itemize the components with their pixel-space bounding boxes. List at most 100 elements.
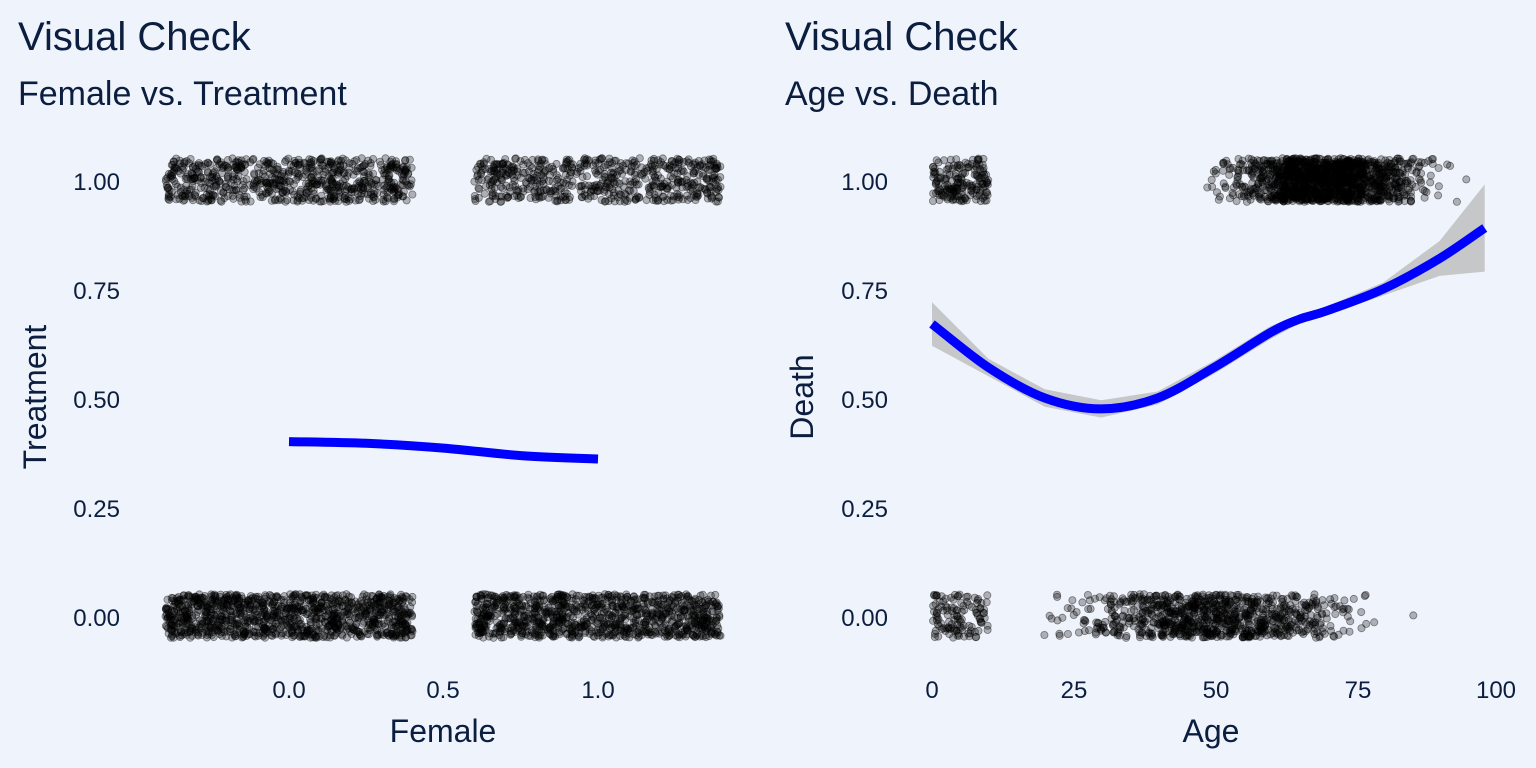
data-point — [1426, 178, 1435, 187]
data-point — [352, 632, 361, 641]
data-point — [197, 178, 206, 187]
data-point — [388, 606, 397, 615]
data-point — [932, 156, 941, 165]
data-point — [190, 174, 199, 183]
data-point — [345, 159, 354, 168]
data-point — [355, 177, 364, 186]
data-point — [219, 188, 228, 197]
data-point — [390, 194, 399, 203]
data-point — [179, 163, 188, 172]
data-point — [228, 191, 237, 200]
data-point — [176, 187, 185, 196]
data-point — [662, 630, 671, 639]
data-point — [399, 172, 408, 181]
data-point — [252, 184, 261, 193]
data-point — [197, 197, 206, 206]
data-point — [640, 167, 649, 176]
data-point — [1402, 191, 1411, 200]
data-point — [312, 613, 321, 622]
data-point — [348, 159, 357, 168]
data-point — [269, 159, 278, 168]
data-point — [240, 184, 249, 193]
data-point — [373, 188, 382, 197]
data-point — [263, 178, 272, 187]
data-point — [216, 196, 225, 205]
data-point — [393, 190, 402, 199]
data-point — [682, 157, 691, 166]
data-point — [164, 194, 173, 203]
data-point — [249, 617, 258, 626]
data-point — [367, 190, 376, 199]
data-point — [287, 620, 296, 629]
data-point — [309, 189, 318, 198]
data-point — [268, 621, 277, 630]
data-point — [933, 176, 942, 185]
data-point — [195, 196, 204, 205]
data-point — [341, 174, 350, 183]
data-point — [535, 625, 544, 634]
data-point — [231, 158, 240, 167]
x-tick-label: 1.0 — [581, 677, 614, 704]
data-point — [359, 183, 368, 192]
data-point — [234, 156, 243, 165]
data-point — [1222, 156, 1231, 165]
data-point — [948, 189, 957, 198]
data-point — [934, 187, 943, 196]
data-point — [337, 165, 346, 174]
data-point — [619, 182, 628, 191]
data-point — [196, 174, 205, 183]
data-point — [357, 182, 366, 191]
data-point — [321, 625, 330, 634]
data-point — [164, 183, 173, 192]
data-point — [929, 168, 938, 177]
data-point — [382, 169, 391, 178]
data-point — [559, 163, 568, 172]
data-point — [661, 620, 670, 629]
data-point — [929, 196, 938, 205]
data-point — [315, 155, 324, 164]
data-point — [239, 632, 248, 641]
data-point — [387, 161, 396, 170]
data-point — [317, 178, 326, 187]
data-point — [517, 631, 526, 640]
data-point — [273, 170, 282, 179]
data-point — [347, 184, 356, 193]
data-point — [562, 157, 571, 166]
data-point — [233, 165, 242, 174]
data-point — [161, 177, 170, 186]
data-point — [593, 616, 602, 625]
data-point — [319, 197, 328, 206]
data-point — [591, 183, 600, 192]
data-point — [231, 163, 240, 172]
data-point — [336, 179, 345, 188]
data-point — [474, 184, 483, 193]
data-point — [209, 168, 218, 177]
data-point — [201, 177, 210, 186]
data-point — [344, 168, 353, 177]
data-point — [561, 160, 570, 169]
data-point — [399, 162, 408, 171]
data-point — [204, 192, 213, 201]
data-point — [307, 179, 316, 188]
data-point — [497, 197, 506, 206]
data-point — [192, 168, 201, 177]
data-point — [328, 161, 337, 170]
data-point — [1379, 165, 1388, 174]
data-point — [258, 193, 267, 202]
data-point — [176, 183, 185, 192]
data-point — [261, 178, 270, 187]
data-point — [650, 598, 659, 607]
data-point — [278, 188, 287, 197]
data-point — [321, 167, 330, 176]
data-point — [296, 187, 305, 196]
data-point — [716, 173, 725, 182]
data-point — [286, 161, 295, 170]
data-point — [559, 178, 568, 187]
data-point — [237, 163, 246, 172]
data-point — [185, 185, 194, 194]
data-point — [643, 166, 652, 175]
data-point — [387, 178, 396, 187]
data-point — [207, 195, 216, 204]
data-point — [635, 154, 644, 163]
data-point — [166, 173, 175, 182]
